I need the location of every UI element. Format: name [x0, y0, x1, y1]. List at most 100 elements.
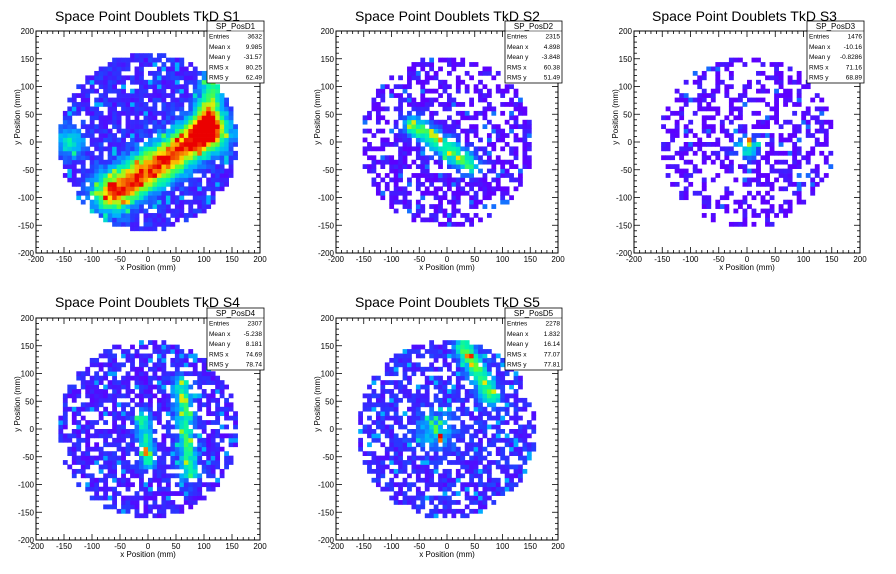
heatmap-cell	[71, 451, 77, 456]
heatmap-cell	[103, 491, 109, 496]
heatmap-cell	[464, 159, 470, 165]
heatmap-cell	[765, 213, 770, 218]
heatmap-cell	[174, 106, 180, 112]
heatmap-cell	[367, 406, 372, 412]
heatmap-cell	[429, 66, 435, 72]
heatmap-cell	[464, 190, 470, 196]
heatmap-cell	[197, 150, 203, 156]
heatmap-cell	[179, 213, 185, 218]
heatmap-cell	[478, 181, 483, 187]
heatmap-cell	[438, 150, 443, 156]
heatmap-cell	[389, 406, 395, 412]
heatmap-cell	[58, 142, 64, 147]
heatmap-cell	[380, 424, 386, 430]
heatmap-cell	[362, 146, 368, 152]
heatmap-cell	[447, 508, 452, 514]
heatmap-cell	[756, 119, 761, 125]
heatmap-cell	[174, 504, 180, 510]
heatmap-cell	[464, 150, 470, 156]
heatmap-cell	[116, 124, 122, 130]
heatmap-cell	[121, 446, 126, 452]
heatmap-cell	[121, 164, 126, 169]
heatmap-cell	[121, 146, 126, 152]
heatmap-cell	[188, 451, 194, 456]
heatmap-cell	[143, 357, 149, 363]
heatmap-cell	[210, 150, 216, 156]
heatmap-cell	[188, 146, 194, 152]
heatmap-cell	[792, 133, 798, 138]
heatmap-cell	[504, 102, 510, 107]
heatmap-cell	[661, 142, 666, 147]
heatmap-cell	[495, 411, 501, 417]
heatmap-cell	[206, 142, 212, 147]
heatmap-cell	[670, 110, 676, 116]
heatmap-cell	[442, 491, 448, 496]
heatmap-cell	[389, 190, 395, 196]
heatmap-cell	[438, 384, 443, 390]
heatmap-cell	[215, 477, 221, 483]
heatmap-cell	[98, 433, 104, 439]
heatmap-cell	[206, 150, 212, 156]
heatmap-cell	[469, 371, 474, 377]
heatmap-cell	[210, 468, 216, 474]
heatmap-cell	[697, 168, 703, 174]
heatmap-cell	[380, 106, 386, 112]
heatmap-cell	[139, 110, 144, 116]
heatmap-cell	[103, 119, 109, 125]
heatmap-cell	[710, 106, 716, 112]
heatmap-cell	[805, 106, 811, 112]
heatmap-cell	[130, 226, 135, 232]
heatmap-cell	[491, 204, 497, 209]
heatmap-cell	[139, 204, 144, 209]
heatmap-cell	[455, 88, 461, 94]
heatmap-cell	[210, 97, 216, 103]
heatmap-cell	[742, 177, 748, 183]
heatmap-cell	[526, 124, 532, 130]
heatmap-cell	[179, 442, 185, 448]
heatmap-cell	[375, 110, 381, 116]
heatmap-cell	[469, 204, 474, 209]
heatmap-cell	[130, 124, 135, 130]
heatmap-cell	[156, 88, 162, 94]
heatmap-cell	[438, 508, 443, 514]
heatmap-cell	[751, 155, 757, 161]
heatmap-cell	[447, 451, 452, 456]
heatmap-cell	[411, 102, 417, 107]
heatmap-cell	[411, 128, 417, 134]
heatmap-cell	[380, 415, 386, 421]
heatmap-cell	[139, 437, 144, 443]
heatmap-cell	[170, 88, 176, 94]
heatmap-cell	[170, 213, 176, 218]
heatmap-cell	[469, 433, 474, 439]
heatmap-cell	[433, 508, 439, 514]
heatmap-cell	[473, 349, 479, 354]
heatmap-cell	[810, 146, 816, 152]
heatmap-cell	[224, 150, 229, 156]
stats-box-frame	[206, 20, 265, 84]
heatmap-cell	[796, 146, 802, 152]
heatmap-cell	[367, 155, 372, 161]
heatmap-cell	[130, 133, 135, 138]
heatmap-cell	[688, 173, 694, 178]
heatmap-cell	[455, 366, 461, 372]
heatmap-cell	[367, 115, 372, 121]
heatmap-cell	[787, 97, 793, 103]
heatmap-cell	[121, 142, 126, 147]
heatmap-cell	[424, 486, 430, 492]
heatmap-cell	[192, 70, 198, 76]
heatmap-cell	[787, 119, 793, 125]
x-tick-label: 0	[146, 255, 151, 264]
heatmap-cell	[228, 393, 234, 399]
heatmap-cell	[143, 168, 149, 174]
heatmap-cell	[411, 366, 417, 372]
heatmap-cell	[174, 97, 180, 103]
stats-row-label: RMS x	[809, 64, 829, 71]
heatmap-cell	[197, 79, 203, 85]
heatmap-cell	[94, 384, 100, 390]
heatmap-cell	[156, 119, 162, 125]
heatmap-cell	[170, 411, 176, 417]
heatmap-cell	[451, 102, 457, 107]
heatmap-cell	[384, 389, 390, 394]
heatmap-cell	[67, 437, 73, 443]
heatmap-cell	[161, 495, 167, 501]
